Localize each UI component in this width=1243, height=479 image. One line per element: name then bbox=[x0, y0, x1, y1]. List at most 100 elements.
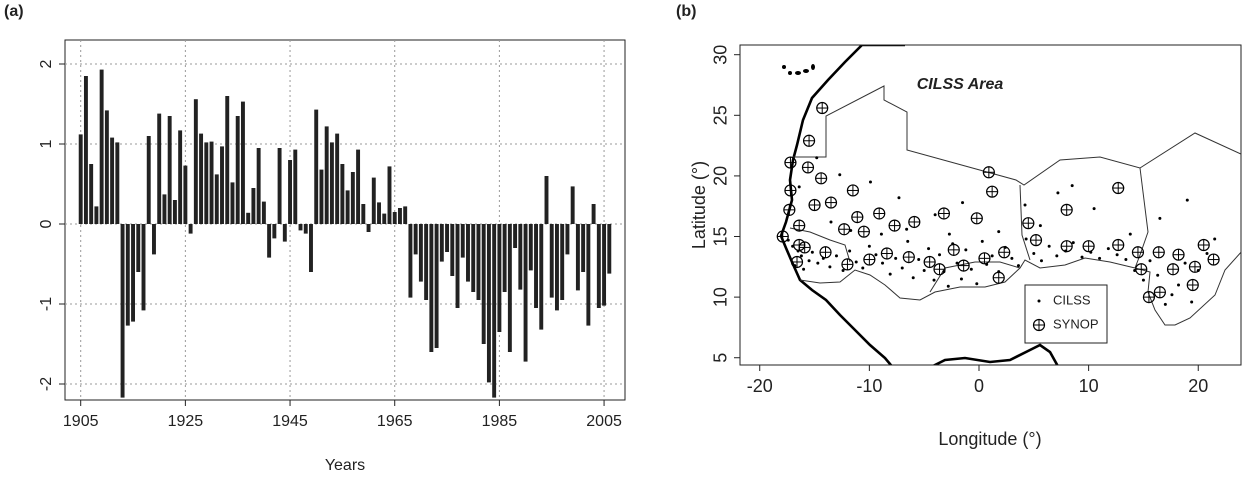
marker bbox=[897, 196, 901, 200]
marker bbox=[841, 258, 854, 271]
y-axis-title: Latitude (°) bbox=[689, 161, 709, 249]
bar bbox=[335, 133, 340, 224]
bar bbox=[518, 224, 523, 290]
marker bbox=[969, 267, 973, 271]
marker bbox=[846, 184, 860, 197]
marker bbox=[783, 203, 796, 216]
marker bbox=[784, 184, 797, 197]
y-tick-label: 10 bbox=[711, 287, 731, 307]
marker bbox=[797, 185, 801, 189]
bar bbox=[136, 224, 141, 272]
marker bbox=[1183, 261, 1187, 265]
panel-label: (a) bbox=[4, 3, 24, 20]
legend-label: SYNOP bbox=[1053, 316, 1099, 331]
marker bbox=[1037, 299, 1041, 303]
marker bbox=[1170, 293, 1174, 297]
marker bbox=[1112, 181, 1125, 195]
marker bbox=[1024, 237, 1028, 241]
marker bbox=[802, 267, 806, 271]
bar bbox=[575, 224, 580, 291]
bar bbox=[89, 164, 94, 224]
bar bbox=[288, 160, 293, 224]
marker bbox=[947, 232, 951, 236]
marker bbox=[1071, 241, 1075, 245]
bar bbox=[570, 186, 575, 224]
bar bbox=[152, 224, 156, 255]
marker bbox=[992, 271, 1005, 284]
coastline bbox=[779, 45, 905, 365]
marker bbox=[1166, 263, 1180, 276]
bar bbox=[466, 224, 470, 282]
bar bbox=[220, 146, 224, 224]
marker bbox=[1080, 255, 1084, 259]
marker bbox=[932, 278, 936, 282]
marker bbox=[888, 219, 901, 232]
marker bbox=[1131, 246, 1145, 259]
marker bbox=[1152, 246, 1165, 259]
y-tick-label: 5 bbox=[711, 353, 731, 363]
bar bbox=[565, 224, 570, 255]
marker bbox=[946, 284, 950, 288]
y-tick-label: 20 bbox=[711, 166, 731, 186]
bar bbox=[282, 224, 287, 242]
marker bbox=[961, 201, 965, 205]
marker bbox=[808, 198, 821, 212]
bar bbox=[99, 69, 104, 224]
marker bbox=[1055, 254, 1059, 258]
marker bbox=[838, 173, 842, 177]
marker bbox=[824, 196, 838, 209]
legend-label: CILSS bbox=[1053, 292, 1091, 307]
x-tick-label: 1925 bbox=[168, 413, 204, 430]
bar bbox=[507, 224, 512, 352]
bar bbox=[272, 224, 277, 239]
bar bbox=[94, 206, 99, 224]
bar bbox=[167, 116, 172, 224]
coastline bbox=[932, 343, 1059, 365]
marker bbox=[900, 266, 904, 270]
marker bbox=[906, 239, 910, 243]
bar bbox=[345, 190, 350, 224]
bar bbox=[591, 204, 596, 224]
marker bbox=[1070, 184, 1074, 188]
bar bbox=[607, 224, 612, 274]
marker bbox=[841, 268, 845, 272]
bar bbox=[586, 224, 591, 326]
bar bbox=[361, 204, 366, 224]
marker bbox=[834, 254, 838, 258]
bar bbox=[267, 224, 272, 258]
plot-frame bbox=[64, 39, 626, 401]
marker bbox=[947, 243, 960, 256]
bar bbox=[581, 224, 586, 272]
marker bbox=[1188, 260, 1202, 273]
marker bbox=[854, 260, 858, 264]
bar bbox=[492, 224, 497, 398]
bar bbox=[157, 113, 162, 224]
bar bbox=[403, 206, 408, 224]
bar bbox=[261, 201, 266, 224]
bar bbox=[450, 224, 455, 276]
bar bbox=[293, 149, 298, 224]
y-tick-label: 2 bbox=[38, 59, 55, 68]
marker bbox=[894, 256, 898, 260]
y-tick-label: 30 bbox=[711, 45, 731, 65]
bar bbox=[392, 212, 397, 224]
bar bbox=[340, 164, 345, 224]
bar bbox=[146, 136, 151, 224]
bar bbox=[418, 224, 423, 282]
marker bbox=[793, 238, 806, 252]
marker bbox=[1023, 203, 1027, 207]
bar bbox=[476, 224, 481, 300]
panel-label: (b) bbox=[676, 3, 696, 20]
marker bbox=[776, 230, 789, 243]
bar bbox=[429, 224, 434, 352]
bar bbox=[230, 182, 235, 224]
marker bbox=[1098, 256, 1102, 260]
marker bbox=[927, 247, 931, 251]
bar bbox=[387, 166, 392, 224]
marker bbox=[828, 265, 832, 269]
marker bbox=[1205, 251, 1209, 255]
x-tick-label: -20 bbox=[747, 376, 773, 396]
marker bbox=[848, 249, 852, 253]
marker bbox=[879, 232, 883, 236]
